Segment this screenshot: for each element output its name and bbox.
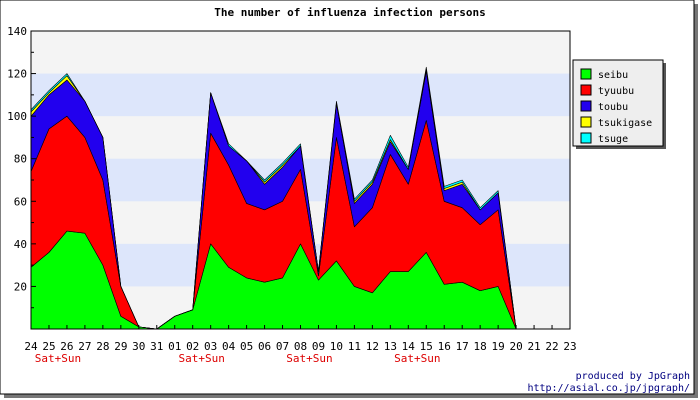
weekend-marker-label: Sat+Sun (286, 352, 332, 365)
legend: seibu tyuubu toubu tsukigase tsuge (572, 59, 666, 149)
x-tick-label: 24 (24, 340, 38, 353)
legend-swatch-tsukigase (580, 116, 592, 128)
y-tick-label: 60 (14, 195, 27, 208)
legend-swatch-toubu (580, 100, 592, 112)
x-tick-label: 29 (114, 340, 127, 353)
x-tick-label: 22 (545, 340, 558, 353)
x-tick-label: 18 (474, 340, 487, 353)
weekend-marker-label: Sat+Sun (35, 352, 81, 365)
x-tick-label: 31 (150, 340, 163, 353)
x-tick-label: 20 (509, 340, 522, 353)
x-tick-label: 23 (563, 340, 576, 353)
x-tick-label: 28 (96, 340, 109, 353)
x-tick-label: 09 (312, 340, 325, 353)
legend-label-tyuubu: tyuubu (598, 86, 634, 97)
x-tick-label: 07 (276, 340, 289, 353)
x-tick-label: 08 (294, 340, 307, 353)
x-tick-label: 30 (132, 340, 145, 353)
legend-label-seibu: seibu (598, 70, 628, 81)
x-tick-label: 17 (456, 340, 469, 353)
x-tick-label: 11 (348, 340, 361, 353)
x-tick-label: 12 (366, 340, 379, 353)
legend-swatch-tsuge (580, 132, 592, 144)
grid-band (31, 73, 570, 117)
x-tick-label: 21 (527, 340, 540, 353)
weekend-marker-label: Sat+Sun (394, 352, 440, 365)
y-tick-label: 100 (7, 110, 27, 123)
y-tick-label: 40 (14, 238, 27, 251)
x-tick-label: 10 (330, 340, 343, 353)
legend-label-tsuge: tsuge (598, 134, 628, 145)
legend-label-tsukigase: tsukigase (598, 118, 652, 129)
y-tick-label: 140 (7, 25, 27, 38)
y-tick-label: 20 (14, 280, 27, 293)
x-tick-label: 06 (258, 340, 271, 353)
x-tick-label: 26 (60, 340, 73, 353)
x-tick-label: 27 (78, 340, 91, 353)
x-tick-label: 01 (168, 340, 181, 353)
axes: 20 40 60 80 100 120 140 24 25 26 27 28 29 30 31 01 02 03 0… (7, 25, 577, 365)
legend-label-toubu: toubu (598, 102, 628, 113)
x-tick-label: 19 (492, 340, 505, 353)
x-tick-label: 02 (186, 340, 199, 353)
x-tick-label: 04 (222, 340, 236, 353)
x-tick-label: 25 (42, 340, 55, 353)
credit-link[interactable]: http://asial.co.jp/jpgraph/ (527, 383, 690, 394)
x-tick-label: 03 (204, 340, 217, 353)
x-tick-label: 05 (240, 340, 253, 353)
y-tick-label: 120 (7, 68, 27, 81)
x-tick-label: 13 (384, 340, 397, 353)
x-tick-label: 15 (420, 340, 433, 353)
legend-swatch-tyuubu (580, 84, 592, 96)
x-tick-label: 14 (402, 340, 416, 353)
x-tick-label: 16 (438, 340, 451, 353)
chart-title: The number of influenza infection person… (214, 6, 486, 19)
legend-swatch-seibu (580, 68, 592, 80)
y-tick-label: 80 (14, 153, 27, 166)
credit-line-1: produced by JpGraph (576, 371, 690, 382)
weekend-marker-label: Sat+Sun (179, 352, 225, 365)
